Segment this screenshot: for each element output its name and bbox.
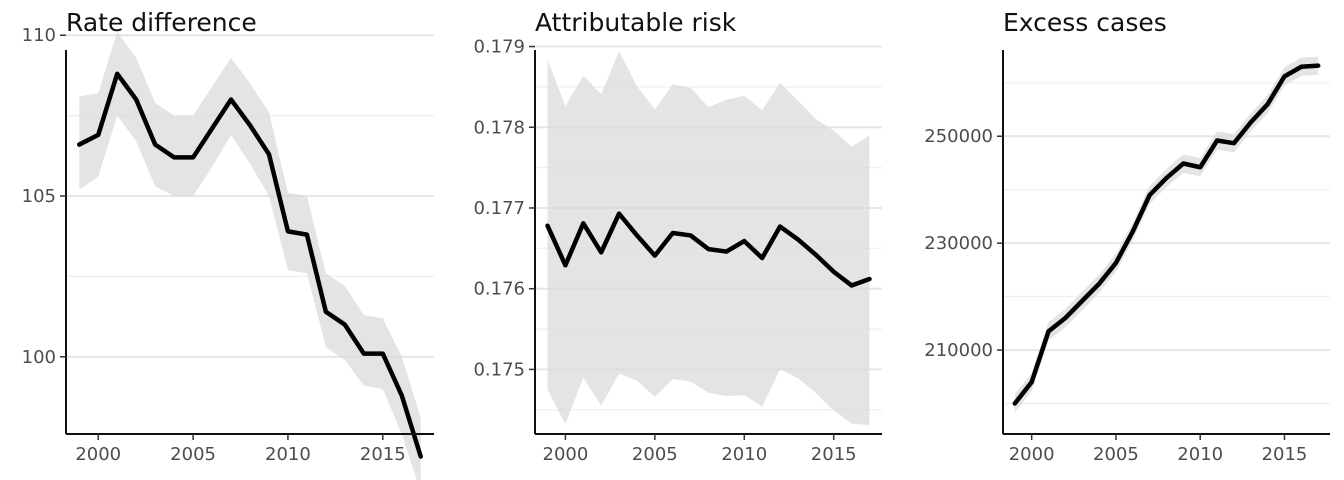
- x-tick-label: 2010: [265, 444, 311, 465]
- panel-excess-cases: Excess cases 210000 230000 250000 2000 2005 20…: [924, 8, 1330, 465]
- series-line: [77, 71, 423, 459]
- panel-attributable-risk: Attributable risk 0.175 0.176 0.177 0.178 0.1…: [473, 8, 882, 465]
- x-tick-label: 2010: [721, 444, 767, 465]
- panel-title: Rate difference: [66, 8, 257, 37]
- confidence-band: [1014, 56, 1319, 413]
- y-tick-label: 0.176: [473, 279, 525, 300]
- x-tick-label: 2005: [170, 444, 216, 465]
- x-tick-label: 2000: [543, 444, 589, 465]
- x-tick-label: 2005: [632, 444, 678, 465]
- series-line: [1012, 63, 1321, 406]
- confidence-band: [79, 32, 421, 480]
- y-tick-label: 250000: [924, 126, 993, 147]
- y-tick-label: 0.178: [473, 117, 525, 138]
- series-line: [545, 211, 872, 288]
- y-tick-label: 100: [22, 347, 56, 368]
- x-tick-label: 2000: [1009, 444, 1055, 465]
- x-tick-label: 2005: [1093, 444, 1139, 465]
- y-tick-label: 110: [22, 25, 56, 46]
- panel-title: Excess cases: [1003, 8, 1167, 37]
- x-tick-label: 2015: [360, 444, 406, 465]
- y-tick-label: 0.179: [473, 37, 525, 58]
- confidence-band: [547, 51, 870, 426]
- y-tick-label: 210000: [924, 340, 993, 361]
- y-tick-label: 105: [22, 186, 56, 207]
- y-tick-label: 0.177: [473, 198, 525, 219]
- y-tick-label: 0.175: [473, 359, 525, 380]
- x-tick-label: 2010: [1177, 444, 1223, 465]
- x-tick-label: 2000: [75, 444, 121, 465]
- panel-rate-difference: Rate difference 100 105 110 2000 2005 2010 2015: [22, 8, 434, 480]
- y-tick-label: 230000: [924, 233, 993, 254]
- x-tick-label: 2015: [811, 444, 857, 465]
- panel-title: Attributable risk: [535, 8, 737, 37]
- x-tick-label: 2015: [1262, 444, 1308, 465]
